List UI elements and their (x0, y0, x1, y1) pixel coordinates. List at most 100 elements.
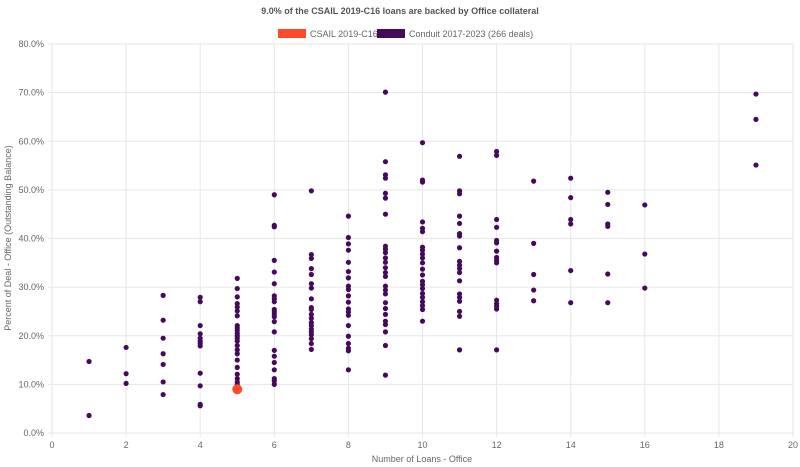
conduit-point[interactable] (494, 152, 500, 158)
conduit-point[interactable] (382, 89, 389, 95)
conduit-point[interactable] (419, 140, 426, 146)
conduit-point[interactable] (531, 287, 537, 293)
conduit-point[interactable] (419, 247, 426, 253)
conduit-point[interactable] (271, 257, 277, 263)
conduit-point[interactable] (308, 255, 314, 262)
conduit-point[interactable] (345, 348, 351, 354)
conduit-point[interactable] (345, 340, 351, 347)
conduit-point[interactable] (308, 315, 314, 321)
conduit-point[interactable] (419, 255, 426, 261)
conduit-point[interactable] (308, 281, 314, 287)
conduit-point[interactable] (345, 367, 351, 373)
conduit-point[interactable] (271, 353, 277, 359)
conduit-point[interactable] (345, 234, 351, 241)
conduit-point[interactable] (345, 293, 351, 299)
conduit-point[interactable] (382, 321, 389, 328)
conduit-point[interactable] (308, 296, 314, 302)
conduit-point[interactable] (494, 224, 500, 230)
conduit-point[interactable] (494, 248, 500, 254)
conduit-point[interactable] (605, 271, 611, 277)
conduit-point[interactable] (271, 367, 277, 373)
conduit-point[interactable] (234, 351, 240, 357)
conduit-point[interactable] (494, 148, 500, 155)
conduit-point[interactable] (271, 347, 277, 353)
conduit-point[interactable] (456, 233, 463, 239)
conduit-point[interactable] (271, 269, 277, 275)
conduit-point[interactable] (197, 343, 203, 349)
conduit-point[interactable] (197, 331, 203, 337)
conduit-point[interactable] (419, 179, 426, 185)
conduit-point[interactable] (197, 322, 203, 329)
conduit-point[interactable] (197, 383, 203, 389)
conduit-point[interactable] (271, 299, 277, 305)
conduit-point[interactable] (197, 299, 203, 305)
conduit-point[interactable] (160, 335, 166, 341)
conduit-point[interactable] (234, 285, 240, 292)
conduit-point[interactable] (271, 192, 277, 198)
conduit-point[interactable] (382, 195, 389, 201)
conduit-point[interactable] (160, 317, 166, 323)
conduit-point[interactable] (345, 241, 351, 247)
conduit-point[interactable] (160, 292, 166, 298)
conduit-point[interactable] (345, 312, 351, 318)
conduit-point[interactable] (345, 213, 351, 219)
conduit-point[interactable] (753, 116, 759, 122)
conduit-point[interactable] (568, 300, 574, 306)
conduit-point[interactable] (197, 294, 203, 300)
conduit-point[interactable] (197, 403, 203, 409)
conduit-point[interactable] (271, 314, 277, 320)
conduit-point[interactable] (382, 273, 389, 280)
conduit-point[interactable] (271, 281, 277, 287)
conduit-point[interactable] (419, 306, 426, 313)
conduit-point[interactable] (382, 255, 389, 261)
conduit-point[interactable] (494, 306, 500, 312)
legend-label-conduit[interactable]: Conduit 2017-2023 (266 deals) (409, 29, 533, 39)
conduit-point[interactable] (271, 359, 277, 366)
conduit-point[interactable] (753, 91, 759, 97)
conduit-point[interactable] (419, 266, 426, 272)
conduit-point[interactable] (382, 372, 389, 378)
conduit-point[interactable] (234, 275, 240, 281)
conduit-point[interactable] (419, 282, 426, 288)
conduit-point[interactable] (382, 305, 389, 312)
conduit-point[interactable] (234, 347, 240, 353)
conduit-point[interactable] (456, 269, 463, 276)
conduit-point[interactable] (234, 294, 240, 300)
conduit-point[interactable] (308, 311, 314, 317)
conduit-point[interactable] (456, 313, 463, 319)
conduit-point[interactable] (456, 298, 463, 304)
conduit-point[interactable] (568, 221, 574, 227)
conduit-point[interactable] (345, 333, 351, 339)
conduit-point[interactable] (382, 190, 389, 196)
conduit-point[interactable] (308, 332, 314, 338)
conduit-point[interactable] (531, 178, 537, 184)
conduit-point[interactable] (531, 240, 537, 246)
conduit-point[interactable] (345, 299, 351, 305)
conduit-point[interactable] (568, 195, 574, 201)
conduit-point[interactable] (456, 245, 463, 251)
conduit-point[interactable] (531, 271, 537, 278)
conduit-point[interactable] (419, 285, 426, 292)
conduit-point[interactable] (456, 347, 463, 353)
conduit-point[interactable] (234, 313, 240, 319)
conduit-point[interactable] (382, 250, 389, 256)
conduit-point[interactable] (123, 380, 129, 387)
conduit-point[interactable] (345, 322, 351, 329)
conduit-point[interactable] (456, 191, 463, 197)
conduit-point[interactable] (160, 379, 166, 385)
conduit-point[interactable] (642, 285, 648, 291)
legend-label-csail[interactable]: CSAIL 2019-C16 (310, 29, 378, 39)
conduit-point[interactable] (456, 213, 463, 219)
conduit-point[interactable] (419, 303, 426, 309)
conduit-point[interactable] (234, 308, 240, 314)
conduit-point[interactable] (494, 240, 500, 246)
conduit-point[interactable] (234, 357, 240, 363)
conduit-point[interactable] (345, 275, 351, 281)
conduit-point[interactable] (605, 201, 611, 208)
conduit-point[interactable] (456, 266, 463, 272)
conduit-point[interactable] (456, 220, 463, 227)
conduit-point[interactable] (494, 216, 500, 223)
conduit-point[interactable] (456, 278, 463, 284)
conduit-point[interactable] (382, 269, 389, 276)
conduit-point[interactable] (382, 311, 389, 317)
